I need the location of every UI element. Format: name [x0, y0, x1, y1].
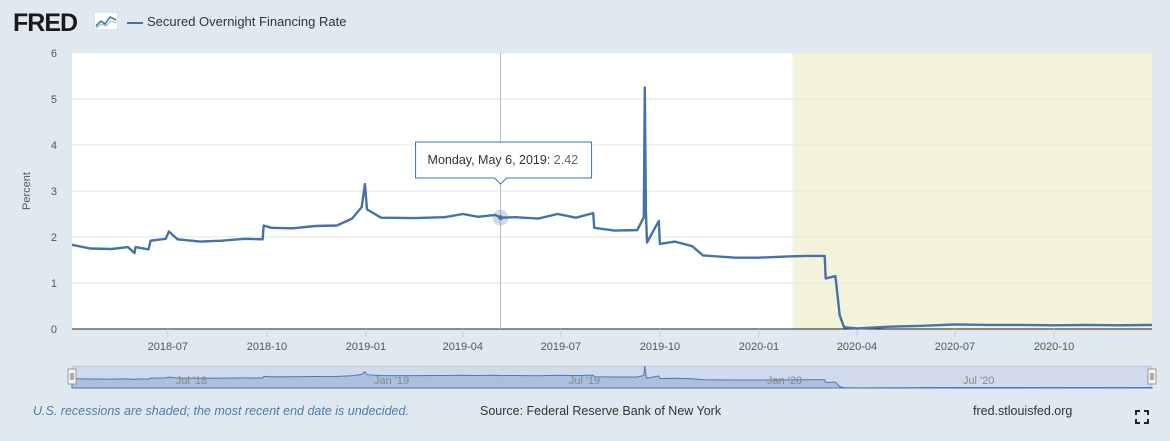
- navigator-series: [71, 365, 1153, 389]
- tooltip-value: 2.42: [554, 153, 578, 167]
- tooltip-box: [415, 141, 593, 185]
- source-url-link[interactable]: fred.stlouisfed.org: [973, 404, 1073, 418]
- tooltip-text: Monday, May 6, 2019: 2.42: [428, 153, 579, 167]
- series-line: [71, 86, 1153, 330]
- x-tick-label: 2019-10: [640, 341, 680, 353]
- navigator-label: Jul '19: [569, 375, 600, 387]
- x-tick-label: 2019-04: [443, 341, 483, 353]
- y-tick-label: 5: [51, 94, 57, 106]
- navigator-label: Jan '20: [767, 375, 802, 387]
- x-tick-label: 2020-04: [837, 341, 877, 353]
- line-chart[interactable]: 0 1 2 3 4 5 6 2018-07 2018-10 2019-01 2019-04 2019-…: [0, 0, 1170, 400]
- navigator-handle[interactable]: [67, 368, 77, 385]
- legend-series-swatch: [127, 22, 143, 24]
- x-tick-label: 2019-01: [346, 341, 386, 353]
- fullscreen-icon[interactable]: [1135, 410, 1149, 424]
- source-text: Source: Federal Reserve Bank of New York: [480, 404, 722, 418]
- navigator-selection: [72, 366, 1152, 388]
- x-tick-label: 2020-01: [739, 341, 779, 353]
- y-axis-label: Percent: [21, 172, 33, 210]
- x-tick-label: 2020-07: [935, 341, 975, 353]
- fred-logo[interactable]: FRED: [13, 9, 78, 37]
- navigator-label: Jul '20: [963, 375, 994, 387]
- navigator-label: Jul '18: [176, 375, 207, 387]
- y-tick-label: 2: [51, 232, 57, 244]
- hover-point: [498, 215, 504, 221]
- y-tick-label: 6: [51, 48, 57, 60]
- tooltip-date: Monday, May 6, 2019:: [428, 153, 554, 167]
- y-tick-label: 1: [51, 278, 57, 290]
- y-tick-label: 4: [51, 140, 57, 152]
- recession-note: U.S. recessions are shaded; the most rec…: [33, 404, 409, 418]
- fred-logo-graph-icon: [94, 12, 118, 30]
- y-tick-label: 0: [51, 324, 57, 336]
- x-tick-label: 2018-07: [148, 341, 188, 353]
- x-tick-label: 2020-10: [1034, 341, 1074, 353]
- chart-header: FRED Secured Overnight Financing Rate: [0, 0, 1170, 48]
- x-tick-label: 2018-10: [247, 341, 287, 353]
- navigator-label: Jan '19: [374, 375, 409, 387]
- y-tick-label: 3: [51, 186, 57, 198]
- legend-series-label[interactable]: Secured Overnight Financing Rate: [147, 14, 347, 29]
- x-tick-label: 2019-07: [541, 341, 581, 353]
- navigator-handle[interactable]: [1147, 368, 1157, 385]
